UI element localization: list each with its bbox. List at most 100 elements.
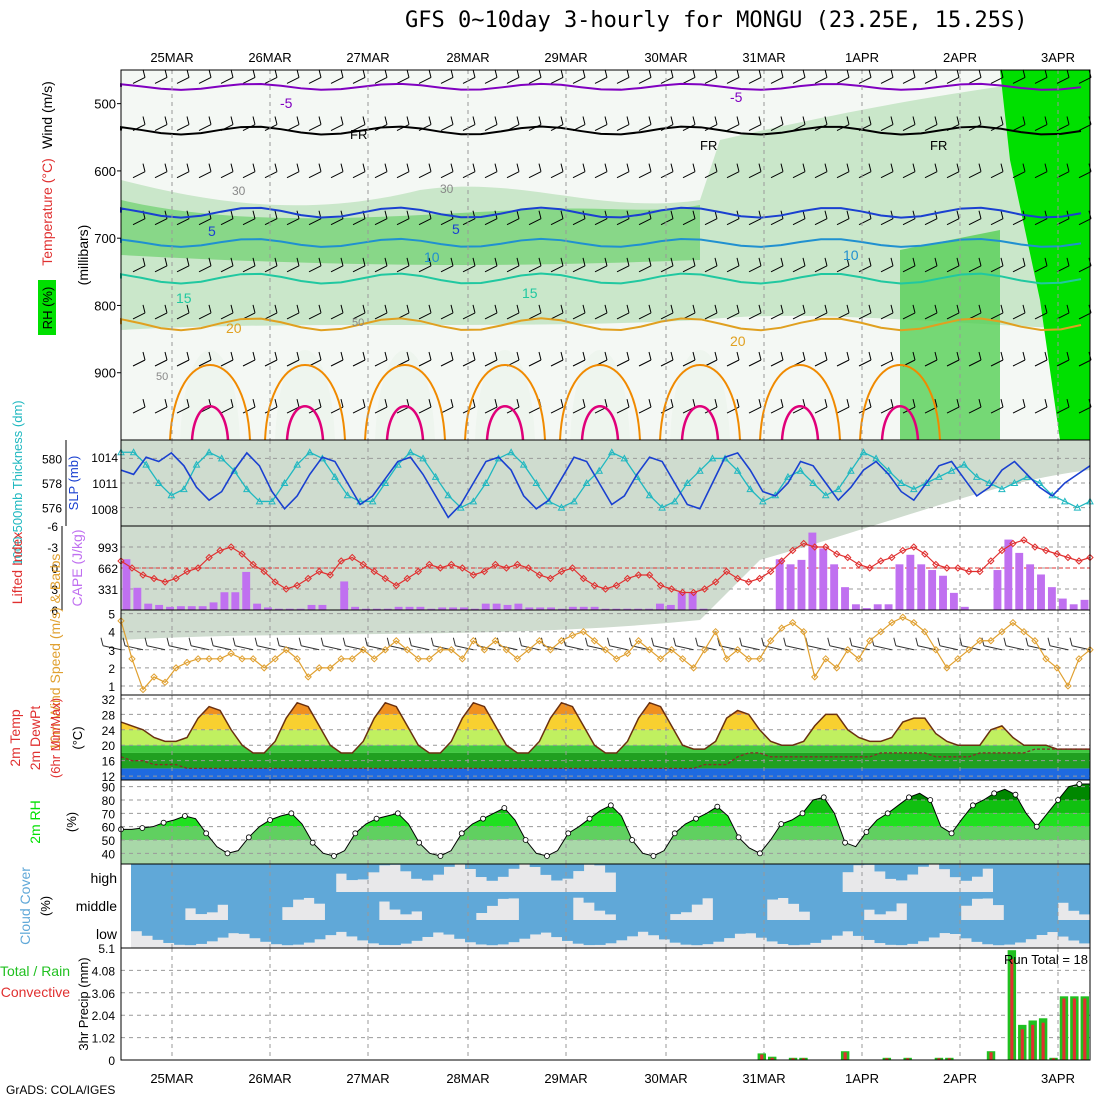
contour-label: 5 bbox=[208, 223, 216, 239]
cloud-cover-cell bbox=[691, 864, 703, 892]
thickness-point bbox=[809, 478, 817, 486]
wind-barb bbox=[286, 69, 300, 84]
wind-barb bbox=[990, 398, 1004, 414]
li-point bbox=[216, 546, 224, 555]
wind-barb-10m bbox=[342, 637, 364, 651]
wind-barb bbox=[616, 116, 630, 131]
li-point bbox=[513, 560, 522, 569]
li-point bbox=[1009, 539, 1017, 548]
cape-bar bbox=[830, 564, 839, 610]
wind-barb bbox=[176, 163, 190, 179]
wind-barb bbox=[836, 163, 850, 179]
wind-barb bbox=[242, 210, 256, 226]
cloud-cover-cell bbox=[249, 920, 261, 939]
cloud-cover-cell bbox=[896, 892, 908, 904]
top-date-tick: 31MAR bbox=[742, 50, 785, 65]
wind-speed-point bbox=[392, 637, 400, 645]
cloud-cover-cell bbox=[357, 892, 369, 920]
rh-band bbox=[121, 800, 1090, 814]
thickness-point bbox=[1035, 478, 1044, 486]
li-point bbox=[788, 546, 797, 555]
rh-point bbox=[522, 837, 529, 843]
wind-barb bbox=[792, 304, 806, 320]
cloud-cover-cell bbox=[314, 920, 326, 940]
cloud-cover-cell bbox=[227, 920, 240, 934]
cape-bar bbox=[525, 607, 534, 610]
pressure-tick: 900 bbox=[94, 366, 116, 381]
cape-tick: 993 bbox=[98, 541, 118, 555]
cloud-cover-cell bbox=[702, 920, 714, 945]
wind-barb-10m bbox=[893, 637, 914, 651]
cape-bar bbox=[1026, 564, 1035, 610]
wind-speed-line bbox=[120, 616, 1091, 691]
bottom-date-tick: 28MAR bbox=[446, 1071, 489, 1086]
cape-bar bbox=[928, 570, 937, 610]
li-point bbox=[877, 557, 885, 565]
cape-bar bbox=[514, 603, 523, 610]
cape-bar bbox=[1015, 552, 1024, 610]
li-point bbox=[1042, 546, 1050, 555]
isotherm-30 bbox=[485, 405, 525, 441]
cloud-cover-cell bbox=[1036, 892, 1048, 920]
thickness-point bbox=[834, 485, 843, 493]
precip-convective-bar bbox=[1041, 1022, 1045, 1060]
wind-barb bbox=[528, 257, 542, 273]
isotherm-5 bbox=[120, 206, 1082, 219]
wind-barb-10m bbox=[651, 637, 672, 651]
wind-barb bbox=[968, 351, 982, 367]
cape-bar bbox=[383, 608, 392, 610]
li-point bbox=[1064, 553, 1072, 562]
cloud-cover-cell bbox=[863, 920, 875, 940]
cape-bar bbox=[579, 606, 588, 610]
cloud-cover-cell bbox=[324, 864, 337, 892]
wind-barb bbox=[836, 351, 850, 367]
thickness-point bbox=[217, 454, 226, 462]
cloud-cover-cell bbox=[745, 864, 757, 892]
wind-barb bbox=[836, 69, 850, 84]
wind-speed-point bbox=[1031, 637, 1039, 645]
wind-barb-10m bbox=[607, 637, 628, 651]
wind-barb bbox=[704, 69, 718, 84]
wind-barb bbox=[902, 257, 916, 273]
wind-speed-point bbox=[1009, 618, 1017, 627]
cloud-cover-cell bbox=[174, 864, 186, 892]
li-point bbox=[579, 574, 588, 583]
wind-barb bbox=[814, 69, 828, 84]
cape-bar bbox=[786, 564, 795, 610]
li-point bbox=[414, 567, 423, 576]
wind-barb bbox=[440, 304, 454, 320]
wind-barb bbox=[638, 304, 652, 320]
wind-speed-point bbox=[425, 655, 434, 663]
thickness-point bbox=[406, 448, 415, 456]
li-point bbox=[293, 581, 301, 590]
wind-barb-10m bbox=[276, 637, 298, 651]
cloud-axis-label: Cloud Cover bbox=[17, 867, 33, 945]
wind-barb bbox=[352, 304, 366, 320]
wind-barb bbox=[286, 163, 300, 179]
cloud-cover-cell bbox=[982, 892, 994, 899]
isotherm-25 bbox=[464, 364, 546, 441]
rh-dry-pocket bbox=[375, 350, 435, 440]
cloud-cover-cell bbox=[745, 892, 757, 920]
wind-barb bbox=[726, 398, 740, 414]
thickness-point bbox=[230, 466, 239, 474]
wind-speed-point bbox=[799, 627, 808, 636]
li-point bbox=[943, 564, 951, 572]
cloud-cover-cell bbox=[874, 920, 886, 944]
wind-barb-10m bbox=[827, 637, 848, 651]
isotherm-25 bbox=[169, 364, 251, 441]
wind-barb bbox=[968, 210, 982, 226]
wind-barb bbox=[242, 304, 256, 320]
cloud-cover-cell bbox=[917, 892, 929, 920]
wind-barb bbox=[462, 304, 476, 320]
cloud-cover-cell bbox=[615, 892, 628, 920]
temperature-band bbox=[121, 768, 1090, 780]
cloud-cover-cell bbox=[734, 892, 746, 920]
wind-barb-10m bbox=[320, 637, 342, 651]
wind-barb bbox=[594, 163, 608, 179]
li-point bbox=[1020, 536, 1028, 544]
cloud-cover-cell bbox=[152, 920, 164, 940]
top-date-tick: 29MAR bbox=[544, 50, 587, 65]
cloud-cover-cell bbox=[906, 892, 919, 920]
cloud-cover-cell bbox=[626, 864, 638, 892]
